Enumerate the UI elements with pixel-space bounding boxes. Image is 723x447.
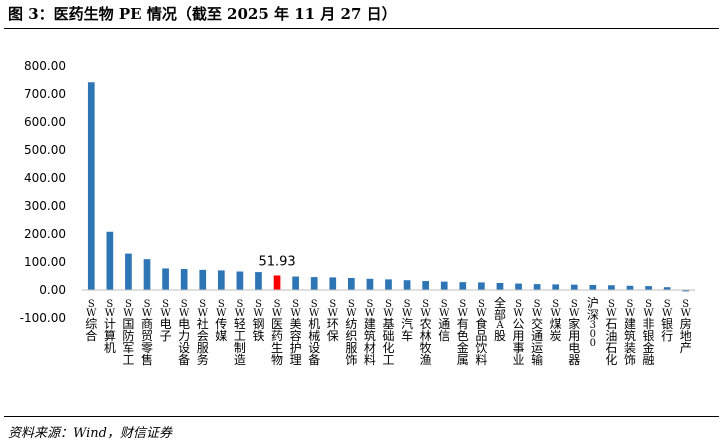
x-tick-label: S W 基础化工 [382, 299, 394, 367]
x-tick-label: S W 石油石化 [605, 299, 617, 367]
y-tick-label: 700.00 [24, 87, 66, 101]
x-tick-label: S W 建筑装饰 [624, 299, 636, 367]
x-tick-label: S W 轻工制造 [234, 299, 246, 367]
y-tick-label: 500.00 [24, 143, 66, 157]
bar [608, 285, 615, 290]
x-tick-label: S W 银行 [661, 299, 673, 343]
bar [217, 270, 225, 290]
x-tick-label: S W 食品饮料 [475, 299, 487, 367]
x-tick-label: S W 综合 [85, 299, 97, 343]
bars [87, 82, 690, 292]
bar [385, 279, 392, 290]
x-tick-label: S W 电力设备 [178, 299, 190, 367]
bar [292, 276, 299, 290]
x-tick-label: S W 钢铁 [252, 299, 264, 343]
y-tick-label: 100.00 [24, 255, 66, 269]
bar [570, 284, 578, 290]
bar [143, 259, 151, 290]
x-tick-label: S W 通信 [438, 299, 450, 343]
bar [162, 268, 169, 290]
x-axis-labels: S W 综合 S W 计算机 S W 国防军工 S W 商贸零售 S W 电子 S W 电力设备 S W 社会服务 S W 传… [85, 295, 691, 367]
bar [459, 282, 467, 290]
bar-highlight [273, 275, 281, 290]
data-labels: 51.93 [258, 254, 295, 269]
source-rule [4, 416, 719, 417]
bar [589, 284, 597, 290]
x-tick-label: 沪深 3 0 0 [587, 296, 599, 349]
bar [106, 231, 114, 290]
x-tick-label: S W 美容护理 [290, 299, 302, 367]
y-tick-label: -100.00 [20, 311, 66, 325]
bar [348, 277, 355, 290]
y-tick-label: 800.00 [24, 59, 66, 73]
bar [663, 287, 671, 290]
bar [199, 269, 207, 290]
x-tick-label: S W 汽车 [401, 299, 413, 343]
bar [645, 286, 652, 290]
source-note: 资料来源：Wind，财信证券 [8, 426, 172, 441]
x-tick-label: S W 房地产 [680, 299, 692, 355]
x-tick-label: S W 建筑材料 [364, 299, 376, 367]
x-tick-label: S W 机械设备 [308, 299, 320, 367]
data-label: 51.93 [258, 254, 295, 269]
bar [125, 253, 132, 290]
x-tick-label: S W 纺织服饰 [345, 299, 357, 367]
bar [552, 284, 560, 290]
x-tick-label: S W 传媒 [215, 299, 227, 343]
x-tick-label: S W 煤炭 [550, 299, 562, 343]
x-tick-label: S W 商贸零售 [141, 299, 153, 367]
x-tick-label: S W 医药生物 [271, 299, 283, 367]
y-tick-label: 600.00 [24, 115, 66, 129]
y-axis: -100.00 0.00 100.00 200.00 300.00 400.00 500.0… [20, 59, 66, 325]
bar [87, 82, 95, 291]
title-rule [4, 28, 719, 29]
bar [496, 283, 504, 290]
x-tick-label: S W 社会服务 [197, 299, 209, 367]
y-tick-label: 400.00 [24, 171, 66, 185]
figure-title: 图 3：医药生物 PE 情况（截至 2025 年 11 月 27 日） [8, 5, 397, 23]
bar [255, 272, 262, 290]
x-tick-label: S W 国防军工 [122, 299, 134, 367]
x-tick-label: S W 环保 [327, 299, 339, 343]
bar [682, 290, 690, 292]
bar [422, 281, 429, 290]
bar [440, 281, 448, 290]
x-tick-label: S W 有色金属 [457, 299, 469, 367]
bar [626, 285, 634, 290]
bar [310, 277, 318, 290]
bar [478, 282, 485, 290]
bar [329, 277, 337, 290]
x-tick-label: 全部 A 股 [494, 295, 506, 343]
bar [403, 280, 411, 290]
x-tick-label: S W 农林牧渔 [420, 299, 432, 367]
x-tick-label: S W 计算机 [104, 299, 116, 355]
y-tick-label: 200.00 [24, 227, 66, 241]
x-tick-label: S W 交通运输 [531, 299, 543, 367]
bar [515, 283, 522, 290]
bar [236, 271, 244, 290]
x-tick-label: S W 非银金融 [643, 299, 655, 367]
x-tick-label: S W 家用电器 [568, 299, 580, 367]
y-tick-label: 300.00 [24, 199, 66, 213]
bar [180, 269, 188, 290]
bar [533, 284, 541, 290]
y-tick-label: 0.00 [39, 283, 66, 297]
x-tick-label: S W 电子 [160, 299, 172, 343]
x-tick-label: S W 公用事业 [513, 299, 525, 367]
bar [366, 278, 374, 290]
